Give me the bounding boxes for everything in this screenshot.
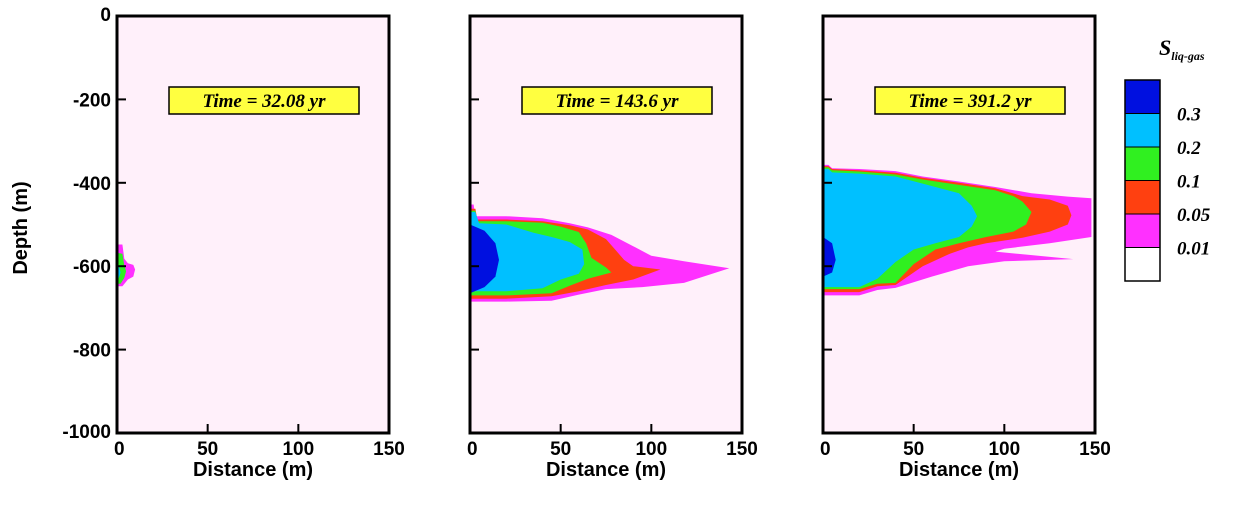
legend-swatch — [1124, 113, 1161, 148]
legend-swatch — [1124, 180, 1161, 215]
x-tick-label: 0 — [820, 439, 831, 460]
time-annotation: Time = 32.08 yr — [168, 86, 360, 115]
legend-level-label: 0.05 — [1177, 205, 1211, 226]
annotation-text: Time = 32.08 yr — [202, 91, 326, 112]
legend-swatch — [1124, 213, 1161, 248]
time-annotation: Time = 143.6 yr — [521, 86, 713, 115]
x-tick-label: 0 — [114, 439, 125, 460]
legend-frame — [1124, 79, 1161, 282]
x-axis-label: Distance (m) — [546, 459, 666, 481]
panel-1: 0 50 100 150 0 -200 -400 -600 -800 -1000 Distance … — [62, 5, 404, 481]
x-tick-label: 100 — [282, 439, 314, 460]
legend-swatch — [1124, 146, 1161, 181]
y-tick-label: -1000 — [62, 422, 111, 443]
annotation-box — [521, 86, 713, 115]
y-tick-label: -400 — [73, 174, 111, 195]
contour-region-0_2 — [470, 212, 585, 292]
x-tick-label: 100 — [988, 439, 1020, 460]
y-tick-label: -800 — [73, 341, 111, 362]
annotation-text: Time = 143.6 yr — [555, 91, 679, 112]
contour-region-0_3 — [470, 224, 499, 294]
y-tick-label: -200 — [73, 90, 111, 111]
legend-title: Sliq-gas — [1159, 35, 1205, 63]
legend-level-label: 0.01 — [1177, 239, 1210, 260]
legend: Sliq-gas 0.3 0.2 0.1 0.05 0.01 — [1124, 35, 1211, 282]
plot-background — [117, 16, 389, 433]
y-axis-label: Depth (m) — [10, 181, 32, 274]
x-tick-label: 150 — [1079, 439, 1111, 460]
x-axis-label: Distance (m) — [193, 459, 313, 481]
annotation-box — [168, 86, 360, 115]
time-annotation: Time = 391.2 yr — [874, 86, 1066, 115]
panel-2: 0 50 100 150 Distance (m) Time = 143.6 yr — [467, 14, 758, 481]
legend-level-label: 0.3 — [1177, 105, 1201, 126]
x-tick-label: 50 — [550, 439, 571, 460]
legend-level-label: 0.2 — [1177, 138, 1201, 159]
y-tick-label: 0 — [100, 5, 111, 26]
x-tick-label: 100 — [635, 439, 667, 460]
contour-group — [823, 164, 1092, 296]
legend-swatch — [1124, 79, 1161, 114]
panels-layer: 0 50 100 150 0 -200 -400 -600 -800 -1000 Distance … — [62, 5, 1110, 481]
x-tick-label: 150 — [726, 439, 758, 460]
contour-region-0_2 — [823, 169, 978, 288]
annotation-text: Time = 391.2 yr — [908, 91, 1032, 112]
y-tick-label: -600 — [73, 257, 111, 278]
x-tick-label: 0 — [467, 439, 478, 460]
legend-swatch — [1124, 247, 1161, 282]
x-tick-label: 50 — [903, 439, 924, 460]
plot-frame — [115, 14, 391, 435]
x-axis-label: Distance (m) — [899, 459, 1019, 481]
plot-frame — [468, 14, 744, 435]
legend-title-main: S — [1159, 35, 1171, 60]
panel-3: 0 50 100 150 Distance (m) Time = 391.2 yr — [820, 14, 1111, 481]
contour-group — [470, 204, 730, 302]
legend-title-sub: liq-gas — [1171, 49, 1205, 63]
x-tick-label: 50 — [197, 439, 218, 460]
annotation-box — [874, 86, 1066, 115]
x-tick-label: 150 — [373, 439, 405, 460]
legend-level-label: 0.1 — [1177, 172, 1201, 193]
plot-frame — [821, 14, 1097, 435]
